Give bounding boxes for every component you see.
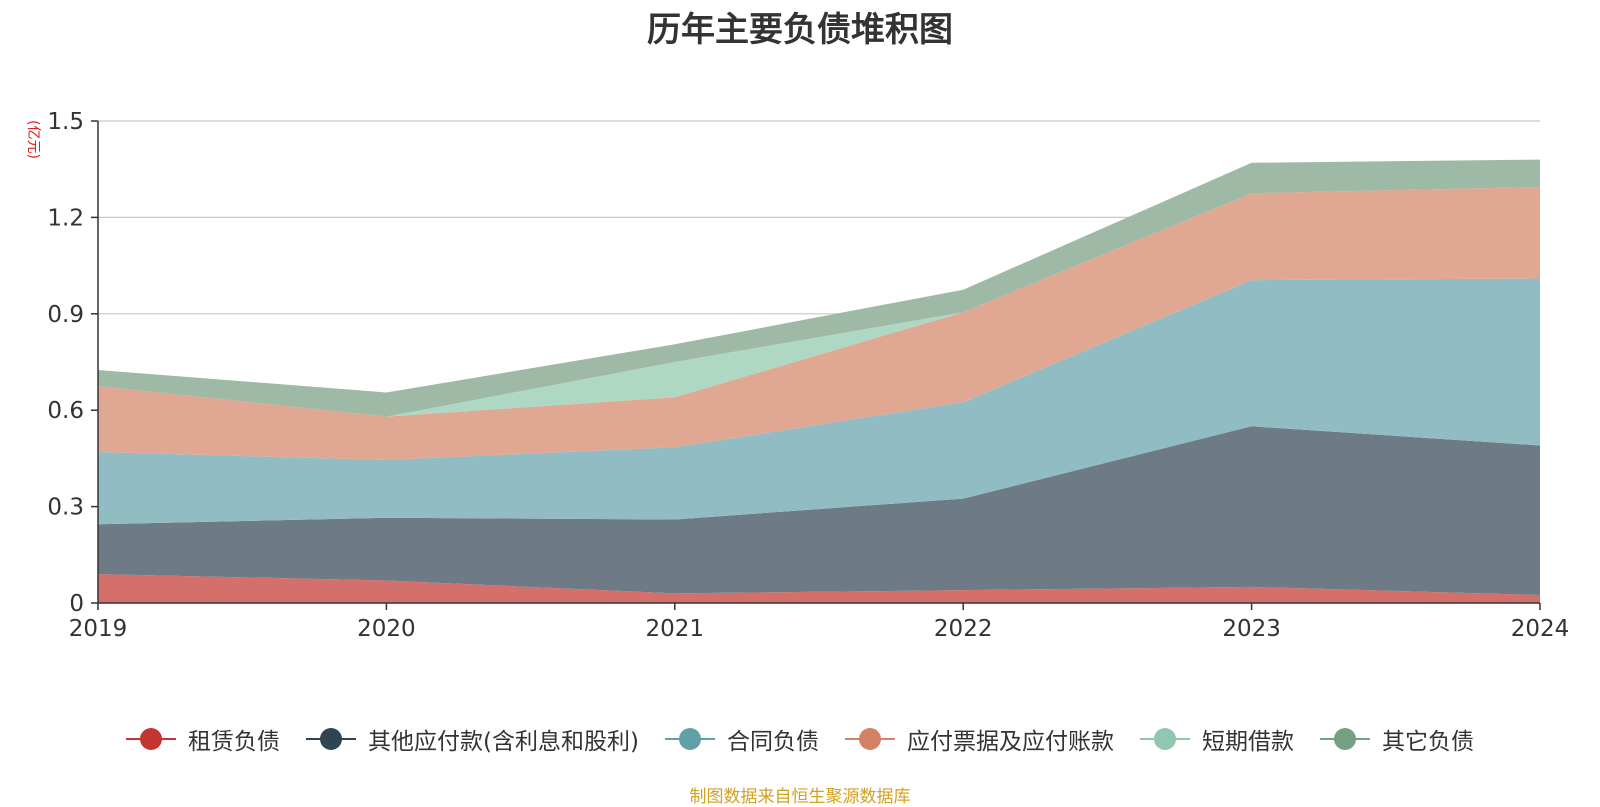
legend-label: 其它负债 (1381, 729, 1474, 755)
legend-marker (844, 727, 895, 751)
area-series-6[interactable] (98, 159, 1540, 417)
y-tick-label: 0 (69, 591, 84, 617)
legend-label: 合同负债 (726, 729, 819, 755)
x-tick-label: 2022 (934, 616, 993, 642)
x-tick-label: 2020 (357, 616, 416, 642)
y-tick-label: 0.9 (47, 302, 84, 328)
axes (91, 120, 1541, 610)
legend-label: 租赁负债 (188, 729, 281, 755)
y-tick-label: 1.5 (47, 109, 84, 135)
legend-item-5[interactable]: 短期借款 (1139, 722, 1294, 756)
legend-item-2[interactable]: 其他应付款(含利息和股利) (306, 722, 639, 756)
y-tick-label: 0.3 (47, 495, 84, 521)
legend-marker (1139, 727, 1190, 751)
legend-label: 短期借款 (1201, 729, 1294, 755)
legend-label: 应付票据及应付账款 (906, 729, 1114, 755)
x-tick-label: 2023 (1222, 616, 1281, 642)
legend-item-6[interactable]: 其它负债 (1319, 722, 1474, 756)
legend-marker (1319, 727, 1370, 751)
legend-marker (664, 727, 715, 751)
legend-marker (126, 727, 177, 751)
legend: 租赁负债 其他应付款(含利息和股利) 合同负债 应付票据及应付账款 短期借款 其它负债 (0, 722, 1600, 756)
x-tick-label: 2021 (646, 616, 705, 642)
tick-labels: 0 0.3 0.6 0.9 1.2 1.5 2019 2020 2021 2022 2023 2024 (47, 109, 1569, 642)
chart-title: 历年主要负债堆积图 (647, 10, 953, 50)
legend-item-1[interactable]: 租赁负债 (126, 722, 280, 756)
source-note: 制图数据来自恒生聚源数据库 (689, 787, 911, 807)
area-series-2[interactable] (98, 426, 1540, 595)
stacked-area-chart: 0 0.3 0.6 0.9 1.2 1.5 2019 2020 2021 2022 2023 2024 (47, 109, 1569, 642)
area-series-3[interactable] (98, 278, 1540, 525)
x-tick-label: 2024 (1511, 616, 1570, 642)
y-tick-label: 0.6 (47, 398, 84, 424)
area-series-4[interactable] (98, 186, 1540, 460)
legend-marker (306, 727, 357, 751)
area-series-1[interactable] (98, 574, 1540, 603)
y-tick-label: 1.2 (47, 205, 84, 231)
area-series-layer (98, 159, 1540, 603)
x-tick-label: 2019 (69, 616, 128, 642)
legend-label: 其他应付款(含利息和股利) (368, 729, 639, 755)
legend-item-4[interactable]: 应付票据及应付账款 (844, 722, 1114, 756)
legend-item-3[interactable]: 合同负债 (664, 722, 819, 756)
